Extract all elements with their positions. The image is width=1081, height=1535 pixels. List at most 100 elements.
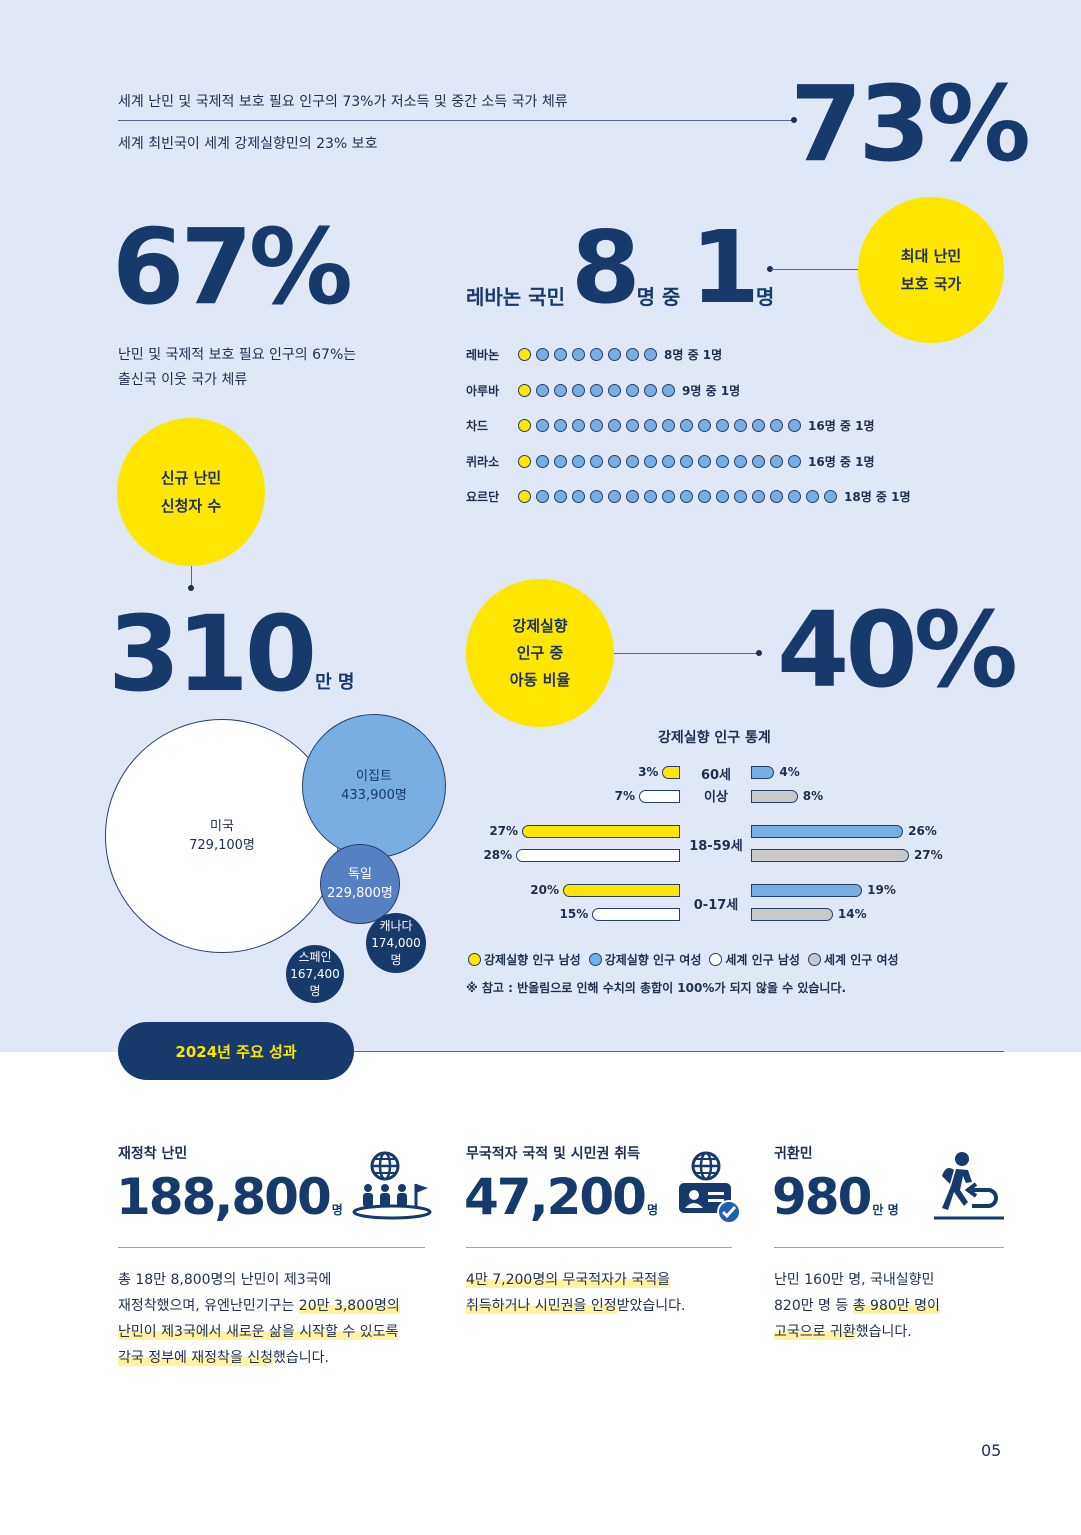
resettled-desc-2a: 재정착했으며, 유엔난민기구는 — [118, 1298, 299, 1314]
bubble-usa-value: 729,100명 — [189, 838, 255, 853]
legend-label-displaced-male: 강제실향 인구 남성 — [484, 953, 581, 967]
returnees-description: 난민 160만 명, 국내실향민 820만 명 등 총 980만 명이 고국으로… — [774, 1267, 940, 1345]
resettled-title: 재정착 난민 — [118, 1146, 188, 1162]
new-applicants-circle: 신규 난민 신청자 수 — [117, 418, 265, 566]
person-dot — [572, 383, 585, 397]
legend-item-world-female: 세계 인구 여성 — [806, 951, 899, 968]
person-dot — [554, 347, 567, 361]
person-dot — [824, 489, 837, 503]
person-dot — [554, 489, 567, 503]
person-dot — [662, 489, 675, 503]
bubble-spain: 스페인 167,400명 — [286, 945, 344, 1003]
legend-label-world-female: 세계 인구 여성 — [823, 953, 899, 967]
child-ratio-line-2: 인구 중 — [516, 643, 564, 662]
resettled-desc-3: 난민이 제3국에서 새로운 삶을 시작할 수 있도록 — [118, 1324, 399, 1340]
person-dot — [554, 383, 567, 397]
person-dot — [662, 418, 675, 432]
ratio-row-label: 18명 중 1명 — [844, 489, 911, 504]
bubble-usa: 미국 729,100명 — [105, 719, 339, 953]
bar-세계 인구 여성 — [751, 908, 833, 921]
person-dot — [662, 383, 675, 397]
legend-swatch-displaced-male — [468, 953, 481, 966]
person-dot — [788, 489, 801, 503]
person-dot — [608, 489, 621, 503]
bar-강제실향 인구 남성 — [563, 884, 680, 897]
resettled-desc-4a: 각국 정부에 재정착을 신청 — [118, 1350, 274, 1366]
legend-label-world-male: 세계 인구 남성 — [725, 953, 800, 967]
resettled-number: 188,800 명 — [116, 1172, 343, 1222]
resettled-desc-line-4: 각국 정부에 재정착을 신청했습니다. — [118, 1345, 400, 1371]
person-dot — [752, 454, 765, 468]
ratio-row-country: 요르단 — [466, 489, 500, 504]
top-line-1: 세계 난민 및 국제적 보호 필요 인구의 73%가 저소득 및 중간 소득 국… — [118, 94, 568, 110]
person-dot — [644, 454, 657, 468]
ratio-row-country: 레바논 — [466, 347, 500, 362]
person-dot — [536, 418, 549, 432]
bubble-egypt-name: 이집트 — [356, 769, 392, 784]
top-divider-dot — [791, 117, 797, 123]
person-dot — [698, 418, 711, 432]
returnees-number-unit: 만 명 — [872, 1203, 899, 1217]
lebanon-prefix: 레바논 국민 — [466, 285, 565, 309]
age-group-label: 0-17세 — [683, 895, 749, 917]
resettled-people-globe-icon — [352, 1151, 432, 1220]
bubble-canada-name: 캐나다 — [379, 918, 413, 933]
child-connector-line — [614, 653, 758, 654]
bar-강제실향 인구 남성 — [662, 766, 680, 779]
bar-label: 8% — [802, 789, 824, 803]
age-group-label-line: 0-17세 — [693, 898, 739, 913]
person-dot — [770, 418, 783, 432]
person-dot — [788, 454, 801, 468]
age-group-label-line: 60세 — [700, 768, 732, 783]
person-dot — [752, 418, 765, 432]
bar-세계 인구 남성 — [592, 908, 680, 921]
applicants-headline: 310 만 명 — [108, 596, 354, 706]
returnees-desc-2b: 총 980만 명이 — [852, 1298, 940, 1314]
returnees-desc-3b: 했습니다. — [855, 1324, 912, 1340]
ratio-row: 레바논 8명 중 1명 — [466, 345, 722, 363]
resettled-desc-line-2: 재정착했으며, 유엔난민기구는 20만 3,800명의 — [118, 1293, 400, 1319]
resettled-number-value: 188,800 — [116, 1168, 332, 1226]
bar-label: 27% — [913, 848, 943, 862]
person-dot — [572, 347, 585, 361]
person-dot — [806, 489, 819, 503]
ratio-row-label: 16명 중 1명 — [808, 454, 875, 469]
ratio-row-label: 8명 중 1명 — [664, 347, 723, 362]
person-dot — [590, 418, 603, 432]
applicants-line-2: 신청자 수 — [160, 497, 222, 515]
person-highlight-dot — [518, 454, 531, 468]
bar-label: 3% — [638, 765, 659, 779]
bubble-germany-value: 229,800명 — [327, 886, 393, 901]
legend-item-displaced-female: 강제실향 인구 여성 — [587, 951, 701, 968]
person-dot — [734, 418, 747, 432]
largest-host-line-1: 최대 난민 — [900, 247, 962, 265]
person-dot — [734, 489, 747, 503]
returnees-desc-line-1: 난민 160만 명, 국내실향민 — [774, 1272, 935, 1288]
bar-강제실향 인구 여성 — [751, 884, 863, 897]
bar-강제실향 인구 남성 — [522, 825, 680, 838]
person-dot — [716, 454, 729, 468]
bar-label: 15% — [559, 907, 589, 921]
person-dot — [608, 454, 621, 468]
stateless-number-unit: 명 — [646, 1203, 658, 1217]
bar-label: 26% — [908, 824, 937, 838]
bubble-spain-value: 167,400명 — [290, 966, 340, 998]
person-dot — [608, 383, 621, 397]
bubble-germany: 독일 229,800명 — [320, 844, 400, 924]
applicants-unit: 만 명 — [315, 672, 355, 693]
age-group-label-line: 18-59세 — [689, 839, 743, 854]
stateless-number: 47,200 명 — [464, 1172, 658, 1222]
returnees-number-value: 980 — [772, 1168, 872, 1226]
legend-swatch-displaced-female — [588, 953, 602, 966]
returnees-desc-line-2: 820만 명 등 총 980만 명이 — [774, 1293, 940, 1319]
bar-label: 28% — [483, 848, 513, 862]
legend-item-world-male: 세계 인구 남성 — [707, 951, 800, 968]
person-dot — [644, 383, 657, 397]
largest-host-line-2: 보호 국가 — [900, 275, 962, 293]
person-dot — [626, 454, 639, 468]
returnees-title: 귀환민 — [774, 1146, 813, 1162]
bubble-egypt: 이집트 433,900명 — [302, 714, 446, 858]
bar-세계 인구 남성 — [639, 790, 680, 803]
neighbor-description: 난민 및 국제적 보호 필요 인구의 67%는 출신국 이웃 국가 체류 — [118, 343, 356, 393]
legend-swatch-world-female — [807, 953, 821, 966]
